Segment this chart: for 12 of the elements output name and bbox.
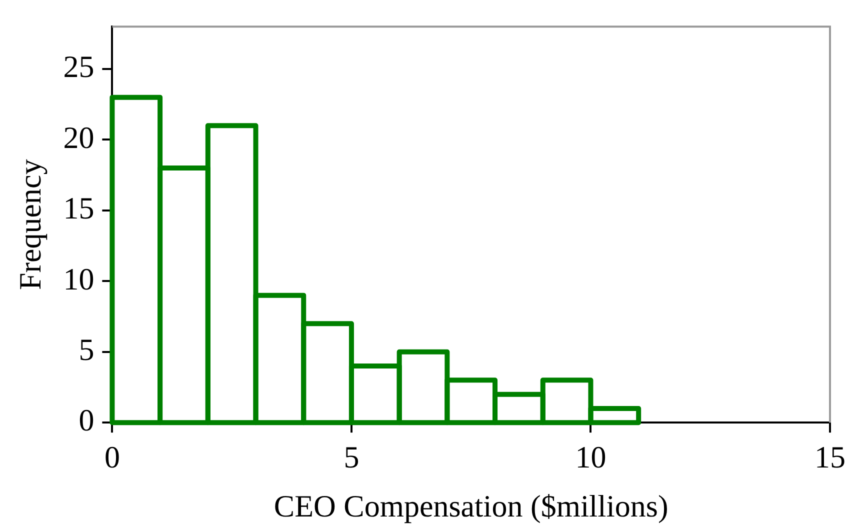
- y-tick-label: 5: [78, 332, 94, 368]
- y-axis-title: Frequency: [12, 158, 48, 290]
- x-tick-label: 10: [575, 439, 606, 474]
- x-axis-title: CEO Compensation ($millions): [274, 488, 668, 524]
- y-tick-label: 25: [63, 49, 94, 84]
- y-tick-label: 20: [63, 120, 94, 155]
- y-tick-label: 10: [63, 261, 94, 296]
- x-tick-label: 5: [344, 439, 360, 474]
- y-tick-label: 15: [63, 190, 94, 226]
- x-tick-label: 0: [104, 439, 120, 474]
- y-tick-label: 0: [78, 402, 94, 438]
- x-tick-label: 15: [814, 439, 846, 474]
